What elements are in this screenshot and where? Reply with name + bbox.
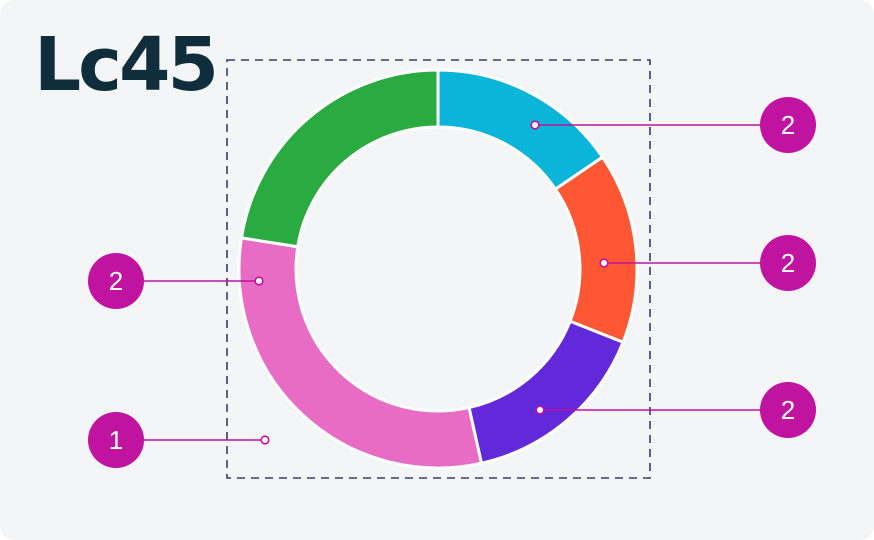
callout-number: 2 bbox=[781, 110, 795, 140]
orange-segment bbox=[553, 155, 639, 345]
callout-number: 1 bbox=[109, 425, 123, 455]
callout-number: 2 bbox=[781, 248, 795, 278]
callout-cyan[interactable]: 2 bbox=[530, 97, 816, 153]
callout-number: 2 bbox=[781, 395, 795, 425]
callout-pink[interactable]: 2 bbox=[88, 253, 264, 309]
callout-anchor bbox=[260, 435, 270, 445]
callout-orange[interactable]: 2 bbox=[599, 235, 816, 291]
pink-segment bbox=[237, 236, 484, 470]
bounding-frame bbox=[226, 59, 651, 479]
callout-anchor bbox=[530, 120, 540, 130]
callout-badge bbox=[760, 97, 816, 153]
donut-segments bbox=[237, 68, 639, 470]
callout-anchor bbox=[599, 258, 609, 268]
callout-purple[interactable]: 2 bbox=[535, 382, 816, 438]
callout-number: 2 bbox=[109, 266, 123, 296]
callout-anchor bbox=[535, 405, 545, 415]
cyan-segment bbox=[436, 68, 605, 192]
callout-anchor bbox=[254, 276, 264, 286]
callout-badge bbox=[88, 412, 144, 468]
callout-badge bbox=[760, 235, 816, 291]
green-segment bbox=[239, 68, 440, 249]
purple-segment bbox=[467, 319, 625, 465]
callout-badge bbox=[760, 382, 816, 438]
callout-badge bbox=[88, 253, 144, 309]
callout-frame[interactable]: 1 bbox=[88, 412, 270, 468]
logo-text: Lc45 bbox=[34, 22, 219, 108]
